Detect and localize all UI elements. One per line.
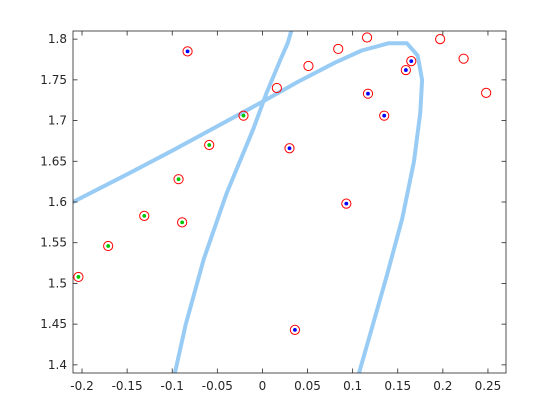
data-point-blue-dot xyxy=(409,59,414,64)
data-point-green-dot xyxy=(241,113,246,118)
y-tick-label: 1.75 xyxy=(40,73,67,87)
y-tick-label: 1.5 xyxy=(48,276,67,290)
x-tick-label: 0.1 xyxy=(343,379,362,393)
data-point-circle xyxy=(204,139,215,151)
decision-boundary-curve-1 xyxy=(73,41,425,373)
data-point-blue-dot xyxy=(293,327,297,332)
x-tick-label: -0.2 xyxy=(70,379,93,393)
data-point-circle xyxy=(341,198,352,209)
y-tick-label: 1.55 xyxy=(40,236,67,250)
data-point-circle xyxy=(400,64,411,76)
x-tick-label: -0.1 xyxy=(161,379,184,393)
data-point-circle xyxy=(238,110,249,121)
x-tick-label: 0.2 xyxy=(433,379,452,393)
data-point-circle xyxy=(139,210,150,221)
data-point-circle xyxy=(481,87,492,98)
data-point-blue-dot xyxy=(366,91,370,96)
x-tick-label: 0.25 xyxy=(475,379,502,393)
data-point-circle xyxy=(303,60,314,72)
data-point-circle xyxy=(103,240,114,252)
data-point-green-dot xyxy=(207,143,212,147)
y-tick-label: 1.65 xyxy=(40,154,67,168)
data-point-green-dot xyxy=(180,220,185,225)
data-point-circle xyxy=(284,143,295,154)
data-point-blue-dot xyxy=(382,113,387,118)
decision-boundary-curve-2 xyxy=(172,31,294,373)
data-point-circle xyxy=(458,53,469,64)
data-point-blue-dot xyxy=(185,49,190,54)
data-point-circle xyxy=(289,324,301,335)
decision-boundary-layer xyxy=(73,31,425,373)
y-tick-label: 1.4 xyxy=(48,358,67,372)
y-tick-label: 1.6 xyxy=(48,195,67,209)
data-point-circle xyxy=(333,43,344,55)
data-point-circle xyxy=(177,217,188,228)
data-point-circle xyxy=(379,110,390,121)
x-tick-label: 0 xyxy=(259,379,267,393)
data-point-circle xyxy=(361,32,373,43)
x-tick-label: 0.15 xyxy=(384,379,411,393)
data-point-green-dot xyxy=(176,177,181,182)
data-markers-layer xyxy=(73,32,492,335)
axes-layer: -0.2 -0.15 -0.1 -0.05 0 0.05 0.1 0.15 0.2 0.25 1.4… xyxy=(40,30,507,393)
data-point-green-dot xyxy=(106,244,111,248)
x-tick-label: 0.05 xyxy=(294,379,321,393)
data-point-green-dot xyxy=(142,213,147,218)
data-point-circle xyxy=(173,174,184,185)
y-tick-label: 1.45 xyxy=(40,317,67,331)
x-tick-label: -0.15 xyxy=(112,379,143,393)
data-point-circle xyxy=(435,34,446,45)
data-point-circle xyxy=(362,88,374,99)
y-tick-label: 1.8 xyxy=(48,32,67,46)
data-point-circle xyxy=(182,46,193,57)
data-point-circle xyxy=(271,82,282,94)
data-point-circle xyxy=(406,56,417,67)
y-tick-label: 1.7 xyxy=(48,114,67,128)
x-tick-label: -0.05 xyxy=(202,379,233,393)
data-point-blue-dot xyxy=(344,201,349,206)
data-point-blue-dot xyxy=(287,146,292,151)
data-point-circle xyxy=(73,271,84,283)
plot-background xyxy=(73,31,506,373)
data-point-blue-dot xyxy=(403,68,408,72)
data-point-green-dot xyxy=(76,275,81,279)
